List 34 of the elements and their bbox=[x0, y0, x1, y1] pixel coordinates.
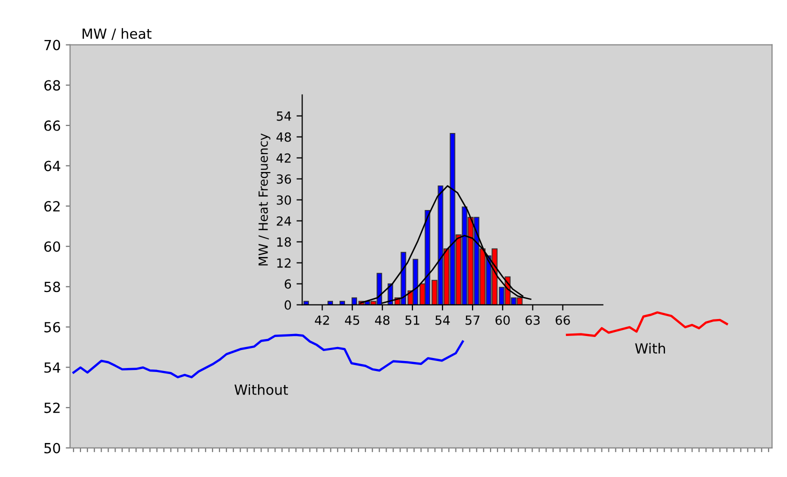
x-tick-label: 54 bbox=[436, 316, 450, 325]
y-tick-label: 60 bbox=[44, 241, 60, 252]
x-tick-label: 45 bbox=[344, 316, 360, 325]
y-tick-label: 30 bbox=[276, 195, 291, 205]
y-tick-label: 58 bbox=[44, 282, 60, 292]
x-tick-label: 66 bbox=[556, 315, 570, 325]
y-tick-label: 50 bbox=[44, 442, 60, 454]
x-tick-label: 42 bbox=[314, 315, 329, 325]
x-tick-label: 48 bbox=[375, 315, 390, 325]
y-tick-label: 36 bbox=[276, 174, 292, 184]
y-tick-label: 0 bbox=[284, 300, 291, 310]
text: Without bbox=[234, 384, 288, 395]
y-tick-label: 42 bbox=[276, 153, 291, 163]
y-tick-label: 56 bbox=[44, 322, 60, 332]
y-axis-title: MW / heat bbox=[82, 28, 152, 40]
y-axis-title: MW / Heat Frequency bbox=[258, 133, 270, 266]
y-tick-label: 12 bbox=[277, 258, 291, 268]
y-tick-label: 48 bbox=[276, 132, 291, 142]
y-tick-label: 70 bbox=[44, 40, 60, 50]
y-tick-label: 54 bbox=[44, 362, 60, 373]
y-tick-label: 18 bbox=[277, 237, 291, 247]
y-tick-label: 64 bbox=[44, 160, 60, 172]
x-tick-label: 60 bbox=[496, 315, 510, 325]
y-tick-label: 52 bbox=[44, 402, 60, 414]
x-tick-label: 57 bbox=[466, 316, 480, 325]
y-tick-label: 6 bbox=[284, 279, 292, 289]
x-tick-label: 63 bbox=[526, 315, 540, 325]
series-label: With bbox=[635, 342, 665, 354]
x-tick-label: 51 bbox=[405, 316, 420, 325]
y-tick-label: 24 bbox=[276, 216, 292, 226]
y-tick-label: 68 bbox=[44, 80, 60, 91]
y-tick-label: 54 bbox=[276, 112, 292, 121]
y-tick-label: 66 bbox=[44, 120, 60, 131]
y-tick-label: 62 bbox=[44, 201, 60, 212]
